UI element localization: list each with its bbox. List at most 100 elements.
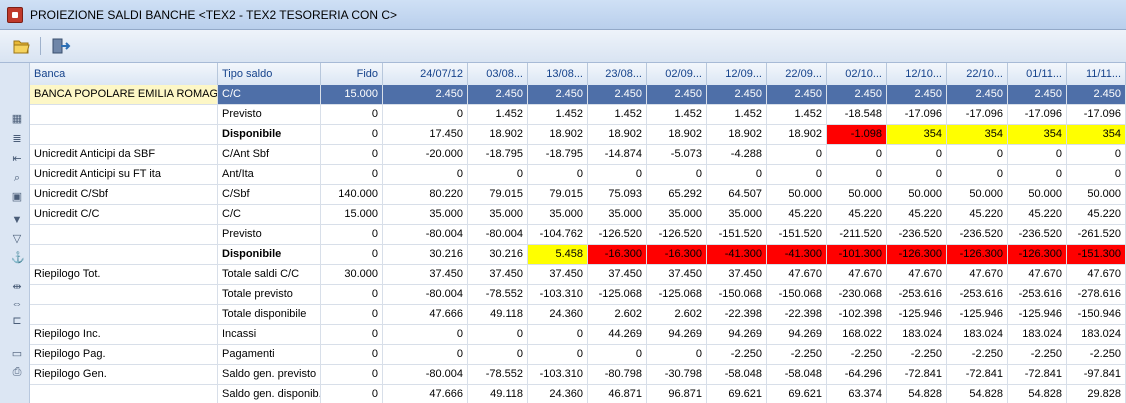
balance-value-cell[interactable]: 2.450 [1067,85,1126,105]
balance-value-cell[interactable]: 0 [528,165,588,185]
credit-line-cell[interactable]: 0 [321,125,383,145]
balance-type-cell[interactable]: C/C [218,205,321,225]
table-row[interactable]: Totale previsto 0 -80.004 -78.552 -103.310 -1… [30,285,1126,305]
balance-type-cell[interactable]: Saldo gen. previsto [218,365,321,385]
table-row[interactable]: Riepilogo Inc. Incassi 0 0 0 0 44.269 94.269 94.… [30,325,1126,345]
table-row[interactable]: Saldo gen. disponib. 0 47.666 49.118 24.360 4… [30,385,1126,403]
filter-icon[interactable]: ▼ [11,214,23,226]
balance-value-cell[interactable]: 47.670 [767,265,827,285]
balance-value-cell[interactable]: 94.269 [647,325,707,345]
credit-line-cell[interactable]: 0 [321,365,383,385]
balance-value-cell[interactable]: -17.096 [887,105,947,125]
balance-value-cell[interactable]: -41.300 [767,245,827,265]
balance-value-cell[interactable]: 44.269 [588,325,647,345]
balance-value-cell[interactable]: 0 [887,145,947,165]
column-header[interactable]: 12/09... [707,63,767,85]
balance-value-cell[interactable]: -261.520 [1067,225,1126,245]
column-header[interactable]: 13/08... [528,63,588,85]
balance-value-cell[interactable]: 37.450 [383,265,468,285]
balance-value-cell[interactable]: 65.292 [647,185,707,205]
balance-value-cell[interactable]: 50.000 [827,185,887,205]
bank-cell[interactable] [30,305,218,325]
bank-cell[interactable] [30,245,218,265]
balance-value-cell[interactable]: -236.520 [1008,225,1067,245]
balance-value-cell[interactable]: -30.798 [647,365,707,385]
anchor-icon[interactable]: ⚓ [11,252,25,264]
balance-value-cell[interactable]: -80.004 [468,225,528,245]
balance-value-cell[interactable]: 0 [383,345,468,365]
balance-value-cell[interactable]: 183.024 [887,325,947,345]
balance-value-cell[interactable]: 0 [383,105,468,125]
balance-value-cell[interactable]: 47.670 [1067,265,1126,285]
balance-value-cell[interactable]: 0 [383,165,468,185]
balance-value-cell[interactable]: 18.902 [767,125,827,145]
table-row[interactable]: Disponibile 0 17.450 18.902 18.902 18.902 18.9… [30,125,1126,145]
balance-value-cell[interactable]: 50.000 [767,185,827,205]
balance-value-cell[interactable]: 2.450 [707,85,767,105]
exit-icon[interactable] [50,35,72,57]
bank-cell[interactable]: Riepilogo Tot. [30,265,218,285]
column-header[interactable]: 24/07/12 [383,63,468,85]
balance-value-cell[interactable]: -2.250 [827,345,887,365]
balance-value-cell[interactable]: -18.795 [468,145,528,165]
balance-value-cell[interactable]: 0 [767,145,827,165]
balance-value-cell[interactable]: 0 [947,165,1008,185]
column-header[interactable]: 11/11... [1067,63,1126,85]
balance-value-cell[interactable]: -17.096 [1067,105,1126,125]
balance-value-cell[interactable]: -72.841 [887,365,947,385]
balance-value-cell[interactable]: 18.902 [468,125,528,145]
balance-value-cell[interactable]: -78.552 [468,285,528,305]
balance-value-cell[interactable]: 1.452 [707,105,767,125]
column-header[interactable]: 02/09... [647,63,707,85]
balance-value-cell[interactable]: -80.004 [383,225,468,245]
balance-value-cell[interactable]: 75.093 [588,185,647,205]
credit-line-cell[interactable]: 0 [321,305,383,325]
balance-value-cell[interactable]: 0 [588,345,647,365]
balance-value-cell[interactable]: 0 [528,345,588,365]
balance-value-cell[interactable]: 45.220 [887,205,947,225]
column-header[interactable]: Fido [321,63,383,85]
balance-value-cell[interactable]: 183.024 [1067,325,1126,345]
bank-cell[interactable]: Unicredit C/Sbf [30,185,218,205]
balance-value-cell[interactable]: 1.452 [647,105,707,125]
balance-value-cell[interactable]: 35.000 [468,205,528,225]
balance-value-cell[interactable]: 0 [707,165,767,185]
balance-value-cell[interactable]: 18.902 [528,125,588,145]
table-row[interactable]: BANCA POPOLARE EMILIA ROMAGNA C/C 15.000 2.… [30,85,1126,105]
balance-value-cell[interactable]: -230.068 [827,285,887,305]
balance-type-cell[interactable]: C/C [218,85,321,105]
balance-value-cell[interactable]: -150.068 [767,285,827,305]
balance-value-cell[interactable]: 37.450 [528,265,588,285]
list-icon[interactable]: ≣ [12,133,22,145]
balance-type-cell[interactable]: Previsto [218,225,321,245]
balance-value-cell[interactable]: 47.666 [383,385,468,403]
balance-value-cell[interactable]: -236.520 [887,225,947,245]
balance-value-cell[interactable]: 54.828 [947,385,1008,403]
balance-type-cell[interactable]: C/Sbf [218,185,321,205]
table-row[interactable]: Disponibile 0 30.216 30.216 5.458 -16.300 -16.… [30,245,1126,265]
filter-remove-icon[interactable]: ▽ [12,233,22,245]
balance-value-cell[interactable]: 47.670 [887,265,947,285]
balance-value-cell[interactable]: -125.946 [887,305,947,325]
balance-value-cell[interactable]: 17.450 [383,125,468,145]
balance-value-cell[interactable]: -17.096 [1008,105,1067,125]
table-row[interactable]: Unicredit C/C C/C 15.000 35.000 35.000 35.000… [30,205,1126,225]
credit-line-cell[interactable]: 15.000 [321,85,383,105]
balance-value-cell[interactable]: -253.616 [887,285,947,305]
balance-value-cell[interactable]: 0 [947,145,1008,165]
balance-value-cell[interactable]: -17.096 [947,105,1008,125]
balance-value-cell[interactable]: -126.300 [887,245,947,265]
balance-value-cell[interactable]: 37.450 [707,265,767,285]
balance-value-cell[interactable]: 45.220 [767,205,827,225]
monitor-icon[interactable]: ▭ [11,348,23,360]
balance-value-cell[interactable]: 2.450 [528,85,588,105]
balance-value-cell[interactable]: -253.616 [947,285,1008,305]
balance-value-cell[interactable]: 79.015 [528,185,588,205]
balance-value-cell[interactable]: -80.004 [383,285,468,305]
balance-value-cell[interactable]: 2.450 [647,85,707,105]
balance-value-cell[interactable]: 45.220 [947,205,1008,225]
credit-line-cell[interactable]: 0 [321,145,383,165]
balance-value-cell[interactable]: 46.871 [588,385,647,403]
balance-value-cell[interactable]: -72.841 [947,365,1008,385]
bank-cell[interactable]: Riepilogo Inc. [30,325,218,345]
